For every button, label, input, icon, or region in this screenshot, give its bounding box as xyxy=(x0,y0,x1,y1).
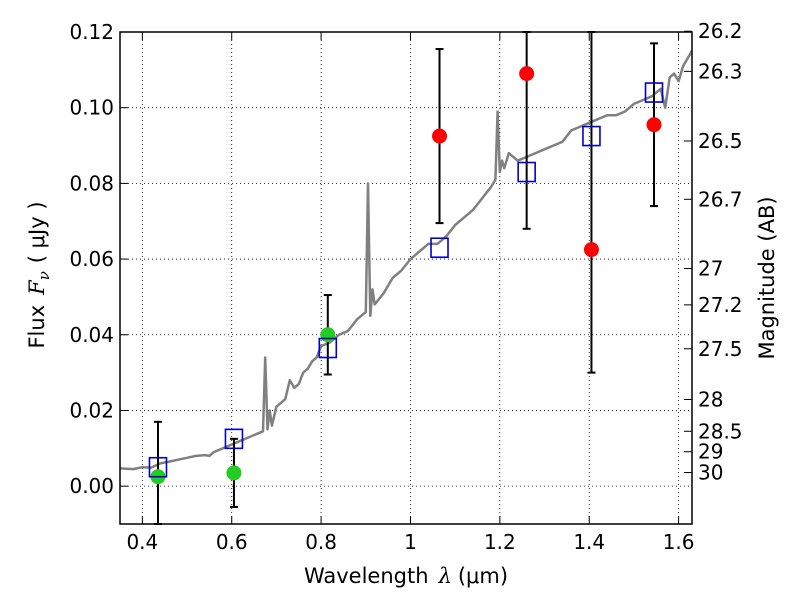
plot-area xyxy=(120,31,692,525)
y-tick-label: 0.10 xyxy=(69,96,114,120)
y-tick-label: 0.00 xyxy=(69,474,114,498)
x-tick-label: 1.6 xyxy=(663,530,695,554)
model-photometry-square xyxy=(582,125,601,147)
y2-tick-label: 29 xyxy=(698,440,723,464)
y-tick-label: 0.08 xyxy=(69,171,114,195)
axes-frame xyxy=(119,31,693,525)
model-photometry-square xyxy=(517,161,536,183)
x-tick-label: 0.6 xyxy=(216,530,248,554)
y2-tick-label: 27 xyxy=(698,257,723,281)
model-spectrum-line xyxy=(120,50,692,471)
grid-lines xyxy=(120,31,692,524)
x-axis-unit: (μm) xyxy=(458,564,508,588)
x-axis-title: Wavelength λ (μm) xyxy=(304,564,508,588)
y2-tick-label: 28.5 xyxy=(698,419,743,443)
y2-axis-title: Magnitude (AB) xyxy=(755,196,779,359)
y-tick-label: 0.02 xyxy=(69,398,114,422)
y2-tick-label: 30 xyxy=(698,461,723,485)
y2-tick-label: 27.5 xyxy=(698,337,743,361)
model-photometry-square xyxy=(224,428,244,450)
x-tick-label: 1.4 xyxy=(573,530,605,554)
x-axis-label: Wavelength xyxy=(304,564,429,588)
model-photometry-square xyxy=(318,337,338,359)
y-axis-unit: ( μJy ) xyxy=(25,201,49,263)
green-data-point xyxy=(226,465,242,481)
y2-tick-label: 26.7 xyxy=(698,187,743,211)
x-tick-label: 1 xyxy=(404,530,417,554)
y-axis-title: Flux Fν ( μJy ) xyxy=(25,201,53,348)
red-data-point xyxy=(583,242,599,258)
y-axis-subscript: ν xyxy=(35,271,53,280)
x-tick-label: 0.8 xyxy=(305,530,337,554)
red-data-point xyxy=(432,128,448,144)
y-tick-label: 0.12 xyxy=(69,20,114,44)
x-tick-label: 1.2 xyxy=(484,530,516,554)
y-tick-label: 0.04 xyxy=(69,323,114,347)
x-tick-label: 0.4 xyxy=(126,530,158,554)
axis-ticks: 0.4 0.6 0.8 1 1.2 1.4 1.6 0.00 0.02 0.04 0.06 0.08 0… xyxy=(69,19,742,554)
x-axis-symbol: λ xyxy=(438,564,452,588)
y-tick-label: 0.06 xyxy=(69,247,114,271)
y2-tick-label: 26.5 xyxy=(698,129,743,153)
model-photometry-square xyxy=(430,237,449,259)
green-data-point xyxy=(320,327,336,343)
y-axis-symbol: F xyxy=(25,279,49,296)
y2-tick-label: 28 xyxy=(698,387,723,411)
model-photometry-square xyxy=(644,82,664,103)
red-data-point xyxy=(519,66,535,82)
y-axis-label: Flux xyxy=(25,305,49,349)
y2-tick-label: 26.2 xyxy=(698,19,743,43)
y2-tick-label: 26.3 xyxy=(698,59,743,83)
y2-tick-label: 27.2 xyxy=(698,293,743,317)
red-data-point xyxy=(646,117,662,133)
model-photometry-square xyxy=(148,456,168,478)
